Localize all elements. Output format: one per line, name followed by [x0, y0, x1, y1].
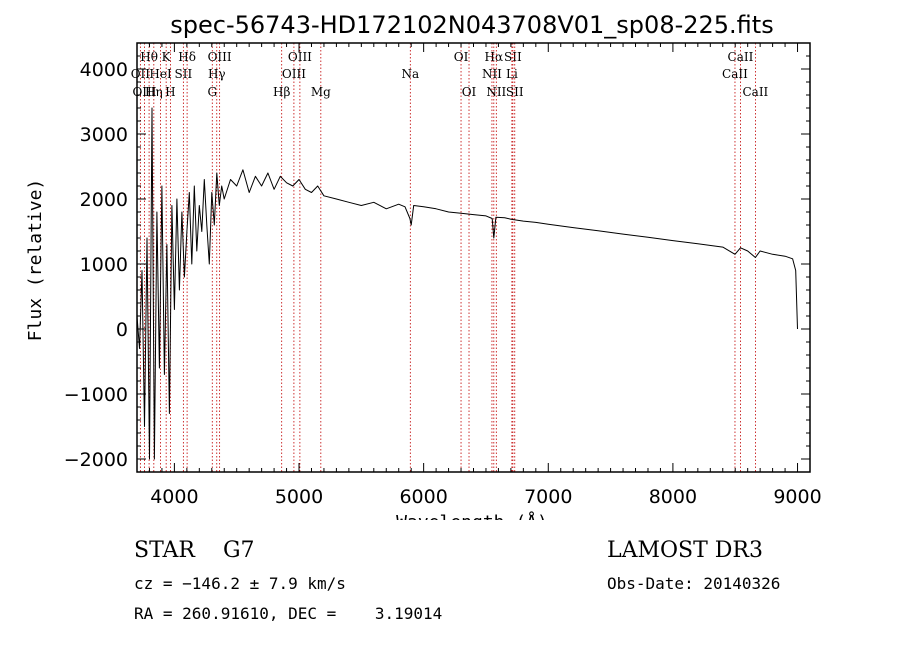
x-tick-label: 5000 — [275, 486, 323, 508]
line-label: NII — [482, 67, 502, 81]
x-tick-label: 8000 — [649, 486, 697, 508]
redshift-label: cz = −146.2 ± 7.9 km/s — [134, 574, 346, 593]
line-label: HeI — [149, 67, 172, 81]
line-label: SII — [506, 85, 524, 99]
line-label: Hβ — [273, 85, 290, 99]
line-label: Mg — [311, 85, 331, 99]
spectrum-line — [136, 107, 798, 460]
classification-label: STAR G7 — [134, 538, 255, 563]
x-tick-label: 4000 — [150, 486, 198, 508]
spectrum-series — [136, 107, 798, 460]
x-tick-label: 6000 — [399, 486, 447, 508]
line-label: CaII — [722, 67, 748, 81]
y-tick-label: 2000 — [80, 189, 128, 211]
line-label: CaII — [742, 85, 768, 99]
line-label: OI — [462, 85, 477, 99]
line-label: H — [165, 85, 175, 99]
axis-ticks: 4000 5000 6000 7000 8000 9000 −2000 −1000 0 1000 2… — [64, 42, 822, 508]
y-axis-label: Flux (relative) — [25, 179, 46, 342]
line-label: SII — [504, 50, 522, 64]
plot-frame — [136, 42, 811, 473]
spectrum-chart: spec-56743-HD172102N043708V01_sp08-225.f… — [25, 11, 822, 520]
x-axis-label: Wavelength (Å) — [396, 511, 548, 520]
line-label: OI — [454, 50, 469, 64]
survey-label: LAMOST DR3 — [607, 538, 763, 563]
line-label: Hα — [485, 50, 504, 64]
line-label: Na — [401, 67, 419, 81]
line-label: K — [162, 50, 172, 64]
line-label: OIII — [282, 67, 306, 81]
y-tick-label: 1000 — [80, 254, 128, 276]
line-label: Li — [506, 67, 518, 81]
chart-title: spec-56743-HD172102N043708V01_sp08-225.f… — [170, 11, 773, 39]
y-tick-label: −2000 — [64, 449, 128, 471]
line-label: NII — [486, 85, 506, 99]
obs-date-label: Obs-Date: 20140326 — [607, 574, 781, 593]
x-tick-label: 9000 — [773, 486, 821, 508]
line-label: Hθ — [140, 50, 158, 64]
line-label: OIII — [208, 50, 232, 64]
y-tick-label: 4000 — [80, 59, 128, 81]
y-tick-label: −1000 — [64, 384, 128, 406]
x-tick-label: 7000 — [524, 486, 572, 508]
coordinates-label: RA = 260.91610, DEC = 3.19014 — [134, 604, 443, 623]
line-label: Hδ — [178, 50, 196, 64]
line-label: CaII — [728, 50, 754, 64]
line-label: OIII — [288, 50, 312, 64]
line-label: SII — [175, 67, 193, 81]
y-tick-label: 3000 — [80, 124, 128, 146]
line-label: G — [207, 85, 217, 99]
y-tick-label: 0 — [116, 319, 128, 341]
line-label: OII — [131, 67, 151, 81]
line-label: Hγ — [208, 67, 226, 81]
line-label: Hη — [145, 85, 163, 99]
